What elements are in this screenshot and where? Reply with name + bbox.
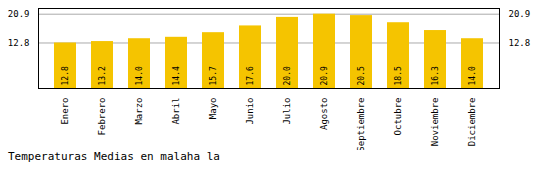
svg-text:20.9: 20.9 <box>8 9 30 19</box>
svg-text:Febrero: Febrero <box>97 98 107 136</box>
svg-text:Junio: Junio <box>245 98 255 125</box>
svg-text:Mayo: Mayo <box>208 98 218 120</box>
svg-text:15.7: 15.7 <box>209 66 218 85</box>
svg-text:Noviembre: Noviembre <box>430 98 440 147</box>
svg-text:Octubre: Octubre <box>393 98 403 136</box>
svg-text:12.8: 12.8 <box>61 66 70 85</box>
svg-text:14.0: 14.0 <box>135 66 144 85</box>
svg-text:Diciembre: Diciembre <box>467 98 477 147</box>
svg-text:20.0: 20.0 <box>283 66 292 85</box>
svg-text:12.8: 12.8 <box>8 38 30 48</box>
svg-text:18.5: 18.5 <box>394 66 403 85</box>
svg-text:Agosto: Agosto <box>319 98 329 131</box>
svg-text:Julio: Julio <box>282 98 292 125</box>
html-text:Temperaturas Medias en malaha: Temperaturas Medias en malaha la <box>8 150 220 163</box>
svg-text:12.8: 12.8 <box>509 38 531 48</box>
svg-text:14.0: 14.0 <box>468 66 477 85</box>
svg-text:20.9: 20.9 <box>509 9 531 19</box>
svg-text:14.4: 14.4 <box>172 66 181 85</box>
svg-text:Enero: Enero <box>60 98 70 125</box>
svg-text:20.5: 20.5 <box>357 66 366 85</box>
svg-text:17.6: 17.6 <box>246 66 255 85</box>
svg-text:Abril: Abril <box>171 98 181 125</box>
svg-text:16.3: 16.3 <box>431 66 440 85</box>
svg-text:13.2: 13.2 <box>98 66 107 85</box>
svg-text:20.9: 20.9 <box>320 66 329 85</box>
svg-text:Marzo: Marzo <box>134 98 144 125</box>
svg-text:Septiembre: Septiembre <box>356 98 366 151</box>
